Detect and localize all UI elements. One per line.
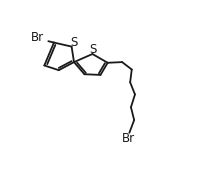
Text: Br: Br — [121, 132, 135, 145]
Text: S: S — [70, 36, 77, 49]
Text: S: S — [88, 43, 96, 57]
Text: Br: Br — [31, 31, 44, 44]
